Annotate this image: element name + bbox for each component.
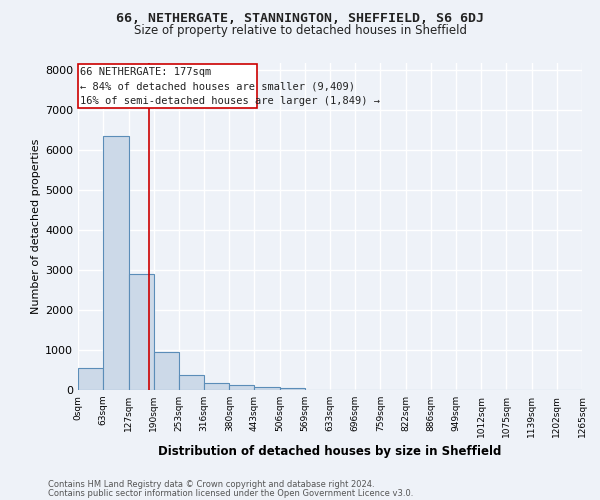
Bar bbox=[103, 136, 128, 390]
Bar bbox=[78, 368, 103, 390]
Text: Size of property relative to detached houses in Sheffield: Size of property relative to detached ho… bbox=[133, 24, 467, 37]
Bar bbox=[154, 352, 179, 390]
Text: 66 NETHERGATE: 177sqm
← 84% of detached houses are smaller (9,409)
16% of semi-d: 66 NETHERGATE: 177sqm ← 84% of detached … bbox=[80, 66, 380, 106]
FancyBboxPatch shape bbox=[78, 64, 257, 108]
Bar bbox=[280, 388, 305, 390]
Bar bbox=[179, 375, 204, 390]
Bar bbox=[204, 383, 229, 390]
X-axis label: Distribution of detached houses by size in Sheffield: Distribution of detached houses by size … bbox=[158, 446, 502, 458]
Text: Contains HM Land Registry data © Crown copyright and database right 2024.: Contains HM Land Registry data © Crown c… bbox=[48, 480, 374, 489]
Bar bbox=[128, 274, 154, 390]
Bar bbox=[254, 388, 280, 390]
Bar bbox=[229, 385, 254, 390]
Y-axis label: Number of detached properties: Number of detached properties bbox=[31, 138, 41, 314]
Text: 66, NETHERGATE, STANNINGTON, SHEFFIELD, S6 6DJ: 66, NETHERGATE, STANNINGTON, SHEFFIELD, … bbox=[116, 12, 484, 26]
Text: Contains public sector information licensed under the Open Government Licence v3: Contains public sector information licen… bbox=[48, 488, 413, 498]
